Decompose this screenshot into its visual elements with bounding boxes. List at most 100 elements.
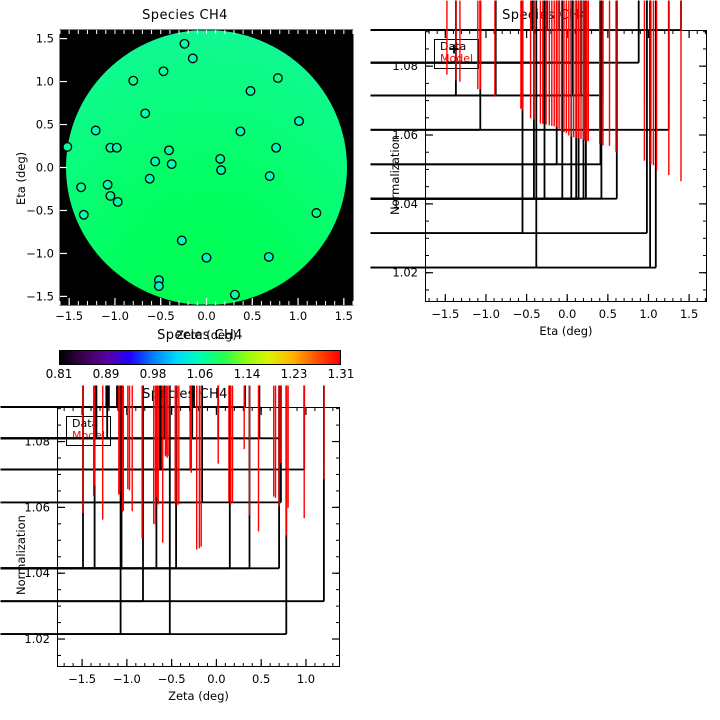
plus-marker (0, 385, 158, 570)
eta-ytick-label-2: 1.06 (392, 128, 418, 142)
colorbar-tick-3: 1.06 (186, 367, 214, 381)
plus-marker (370, 0, 682, 31)
map-detector-marker-14 (271, 142, 282, 153)
plus-marker (370, 0, 457, 97)
map-ytick-label-3: 0.0 (36, 161, 54, 175)
map-detector-marker-28 (201, 252, 212, 263)
plus-marker (0, 385, 251, 570)
plus-marker (0, 385, 161, 471)
map-detector-marker-7 (294, 116, 304, 127)
colorbar-tick-0: 0.81 (45, 367, 73, 381)
eta-legend-data-plus-marker (449, 44, 459, 54)
plus-marker (370, 0, 640, 64)
map-detector-marker-6 (140, 108, 151, 119)
colorbar-tick-6: 1.31 (327, 367, 355, 381)
colorbar-panel: Species CH4 0.81 0.89 0.98 1.06 1.14 1.23 1.31 (30, 328, 370, 386)
map-title: Species CH4 (142, 8, 228, 23)
map-detector-marker-29 (263, 251, 274, 262)
map-xtick-label-5: 1.0 (289, 309, 307, 323)
eta-xtick-label-4: 0.5 (599, 307, 617, 321)
colorbar-tick-labels: 0.81 0.89 0.98 1.06 1.14 1.23 1.31 (46, 367, 355, 385)
eta-scatter-panel: Species CH4 Normalization Data Model −1.… (370, 0, 720, 340)
colorbar-tick-5: 1.23 (280, 367, 308, 381)
map-image-area (60, 30, 353, 305)
plus-marker (0, 385, 96, 570)
zeta-xtick-label-1: −1.0 (113, 672, 141, 686)
colorbar-tick-1: 0.89 (92, 367, 120, 381)
eta-xtick-label-1: −1.0 (472, 307, 500, 321)
zeta-xtick-label-5: 1.0 (297, 672, 315, 686)
plus-marker (370, 0, 618, 200)
plus-marker (0, 385, 231, 570)
plus-marker (0, 385, 158, 408)
colorbar-tick-4: 1.14 (233, 367, 261, 381)
eta-ytick-label-1: 1.04 (392, 197, 418, 211)
zeta-xtick-label-4: 0.5 (252, 672, 270, 686)
map-detector-marker-9 (235, 126, 246, 137)
plus-marker (0, 385, 280, 570)
plus-marker (0, 385, 281, 440)
plus-marker (370, 0, 482, 131)
eta-ytick-label-3: 1.08 (392, 59, 418, 73)
map-detector-marker-13 (164, 145, 174, 156)
map-ytick-label-0: −1.5 (26, 289, 54, 303)
zeta-legend-data-label: Data (72, 417, 99, 430)
map-detector-marker-19 (144, 173, 155, 184)
plus-marker (370, 0, 497, 97)
map-ytick-label-4: 0.5 (36, 118, 54, 132)
map-detector-marker-5 (245, 86, 256, 96)
map-detector-marker-10 (62, 141, 73, 152)
plus-marker (0, 385, 162, 471)
plus-marker (370, 0, 534, 31)
map-detector-marker-2 (158, 66, 169, 77)
map-detector-marker-26 (311, 208, 322, 218)
eta-series-model (446, 0, 682, 182)
map-ytick-label-2: −0.5 (26, 203, 54, 217)
map-detector-marker-18 (216, 165, 227, 176)
map-xtick-label-4: 0.5 (243, 309, 261, 323)
map-ytick-label-6: 1.5 (36, 32, 54, 46)
zeta-title: Species CH4 (142, 387, 228, 402)
eta-xtick-label-5: 1.0 (639, 307, 657, 321)
plus-marker (370, 0, 573, 64)
colorbar-gradient (59, 350, 341, 365)
zeta-xlabel-text: Zeta (deg) (168, 689, 229, 703)
map-detector-marker-21 (76, 182, 87, 193)
map-detector-marker-3 (128, 75, 139, 86)
map-detector-marker-17 (215, 153, 226, 164)
eta-xtick-label-0: −1.5 (431, 307, 459, 321)
map-detector-marker-23 (105, 190, 116, 201)
plus-marker (0, 385, 118, 408)
zeta-ytick-label-1: 1.04 (24, 566, 50, 580)
map-ytick-label-1: −1.0 (26, 246, 54, 260)
plus-marker (0, 385, 231, 408)
map-detector-marker-31 (153, 281, 164, 292)
colorbar-tick-2: 0.98 (139, 367, 167, 381)
map-xtick-label-1: −1.0 (101, 309, 129, 323)
map-detector-marker-27 (176, 235, 187, 246)
colorbar-title: Species CH4 (157, 328, 243, 343)
zeta-ytick-label-2: 1.06 (24, 500, 50, 514)
map-xtick-label-0: −1.5 (55, 309, 83, 323)
eta-xtick-label-3: 0.0 (558, 307, 576, 321)
zeta-scatter-panel: Species CH4 Normalization Data Model −1.… (0, 385, 370, 720)
plus-marker (370, 0, 648, 234)
map-xtick-label-2: −0.5 (147, 309, 175, 323)
eta-xlabel-text: Eta (deg) (539, 324, 592, 338)
map-detector-marker-25 (78, 209, 89, 220)
map-detector-marker-15 (150, 156, 161, 167)
map-detector-marker-24 (112, 196, 123, 207)
plus-marker (0, 385, 108, 408)
zeta-ytick-label-0: 1.02 (24, 632, 50, 646)
map-detector-marker-1 (187, 53, 198, 64)
map-detector-marker-4 (272, 73, 283, 84)
map-detector-marker-22 (102, 179, 113, 190)
zeta-ytick-label-3: 1.08 (24, 435, 50, 449)
plus-marker (0, 385, 109, 440)
map-detector-marker-16 (166, 159, 177, 170)
map-detector-marker-8 (90, 125, 101, 136)
plus-marker (0, 385, 246, 408)
map-detector-marker-12 (111, 142, 122, 153)
zeta-xtick-label-2: −0.5 (158, 672, 186, 686)
eta-ytick-label-0: 1.02 (392, 266, 418, 280)
